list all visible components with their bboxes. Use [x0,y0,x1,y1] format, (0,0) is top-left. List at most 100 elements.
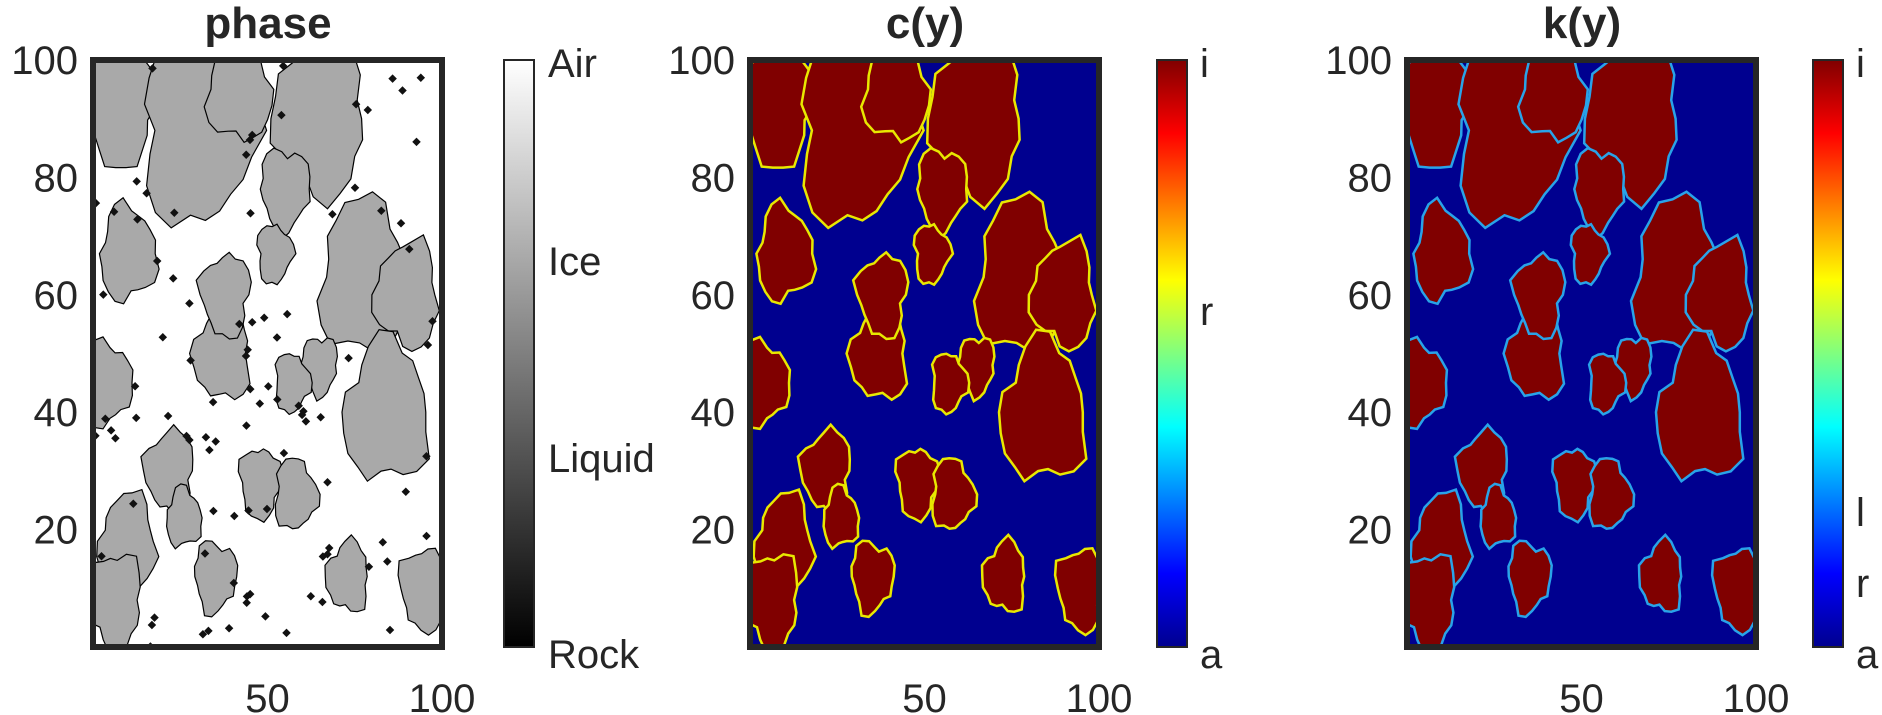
region-blob [1507,539,1553,619]
colorbar-label-i: i [1856,42,1865,86]
region-blob [755,195,818,306]
phase-speckle [201,432,211,442]
x-tick-label: 50 [902,677,947,715]
phase-speckle [246,209,255,218]
region-blob [822,482,861,551]
phase-speckle [163,411,173,421]
phase-speckle [423,340,433,350]
region-blob [1053,546,1099,637]
colorbar-label-liquid: Liquid [548,437,655,481]
phase-speckle [388,74,397,83]
phase-speckle [101,414,110,423]
region-blob [916,146,969,243]
region-blob [259,147,311,242]
y-tick-label: 100 [668,39,735,83]
phase-speckle [109,207,119,216]
field-regions [1407,60,1756,647]
region-blob [1412,195,1475,306]
colorbar-label-ice: Ice [548,240,601,284]
region-blob [324,534,368,613]
region-blob [859,60,933,145]
y-tick-label: 100 [1325,39,1392,83]
y-tick-label: 100 [11,39,78,83]
region-blob [341,329,430,483]
region-blob [850,539,896,619]
phase-speckle [350,183,360,192]
region-blob [1684,233,1755,353]
phase-speckle [264,382,273,391]
region-blob [750,335,792,431]
phase-speckle [401,487,411,497]
phase-speckle [377,206,386,216]
phase-speckle [273,395,282,404]
phase-speckle [383,557,392,566]
region-blob [193,540,239,618]
region-blob [1710,546,1756,637]
region-blob [195,251,252,340]
phase-speckle [422,531,431,541]
panel-phase: phase 20 40 60 80 100 50 100 Air Ice Liquid R… [11,0,655,715]
region-blob [397,547,442,636]
phase-speckle [255,399,265,408]
y-tick-label: 60 [34,274,79,318]
colorbar-label-i: i [1200,42,1209,86]
colorbar-label-r: r [1856,562,1869,606]
phase-speckle [170,208,179,217]
phase-speckle [158,332,168,342]
y-tick-labels: 20 40 60 80 100 [668,39,735,553]
phase-speckle [106,426,116,435]
y-tick-label: 20 [34,509,79,553]
y-tick-label: 80 [34,156,79,200]
phase-speckle [396,219,406,228]
phase-speckle [129,499,138,509]
plot-area [750,60,1099,647]
y-tick-labels: 20 40 60 80 100 [1325,39,1392,553]
phase-speckle [259,313,269,323]
field-regions [750,60,1099,647]
phase-regions [93,60,442,647]
phase-speckle [168,274,178,283]
phase-speckle [282,309,292,319]
phase-speckle [385,625,395,635]
y-tick-label: 80 [691,156,736,200]
phase-speckle [148,64,157,73]
y-tick-labels: 20 40 60 80 100 [11,39,78,553]
phase-speckle [277,110,286,120]
y-tick-label: 20 [1348,509,1393,553]
region-blob [1508,250,1567,341]
region-blob [750,552,799,647]
phase-speckle [185,299,194,308]
region-blob [1027,233,1098,353]
phase-speckle [279,448,289,458]
plot-area [93,60,442,647]
phase-speckle [405,244,414,254]
panel-ky: k(y) 20 40 60 80 100 50 100 i l r a [1325,0,1879,715]
region-blob [256,223,297,286]
x-tick-label: 50 [245,677,290,715]
phase-speckle [422,452,431,461]
phase-speckle [99,290,108,299]
region-blob [1587,352,1628,416]
phase-speckle [278,61,288,71]
x-tick-label: 50 [1559,677,1604,715]
phase-speckle [241,351,251,361]
colorbar-label-r: r [1200,290,1213,334]
region-blob [1516,60,1590,145]
phase-speckle [211,437,220,446]
phase-speckle [428,317,437,326]
phase-speckle [186,356,195,365]
y-tick-label: 40 [691,391,736,435]
x-tick-labels: 50 100 [1559,677,1789,715]
colorbar-label-l: l [1856,491,1865,535]
phase-speckle [324,543,334,553]
region-blob [1407,335,1449,431]
colorbar-label-air: Air [548,42,597,86]
region-blob [925,60,1021,211]
phase-speckle [247,317,257,327]
phase-speckle [378,538,388,547]
panel-title: phase [204,0,331,48]
phase-speckle [131,413,141,423]
phase-speckle [205,445,214,455]
phase-speckle [272,333,282,342]
region-blob [997,328,1088,483]
